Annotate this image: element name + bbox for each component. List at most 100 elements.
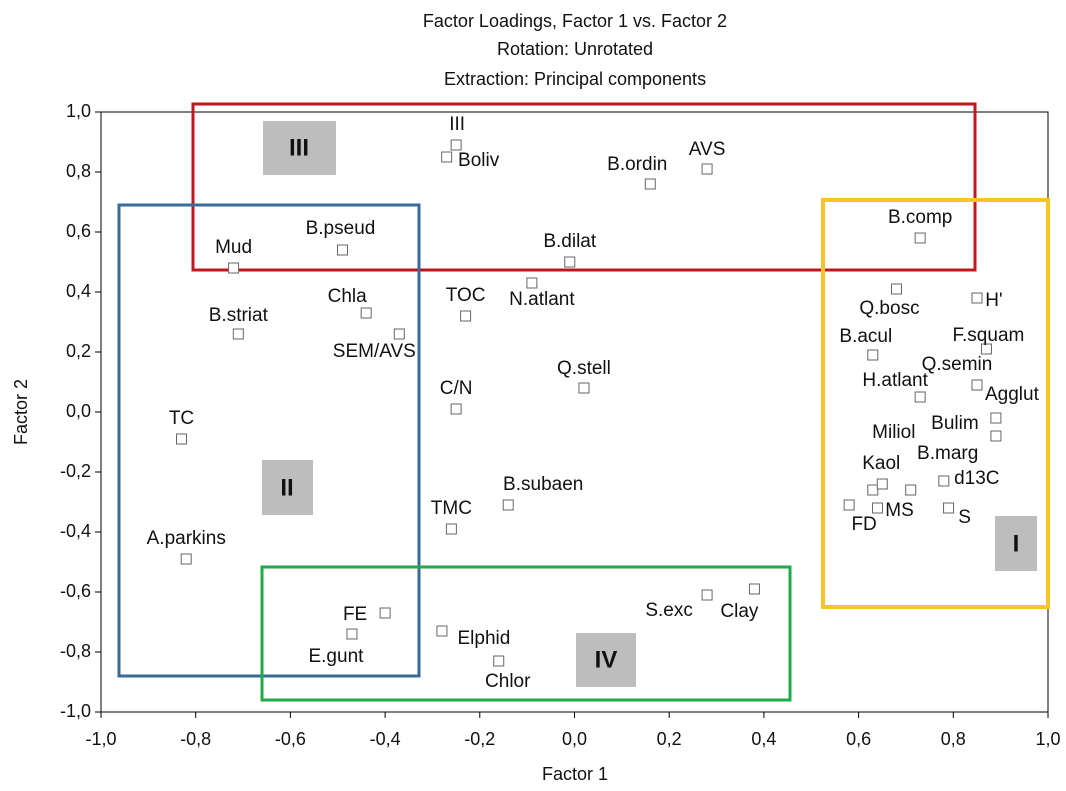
point [701,163,713,175]
point [493,655,505,667]
point-label: C/N [440,378,473,399]
point-label: E.gunt [308,646,364,667]
point-label: N.atlant [509,289,575,310]
group-label: IV [595,646,618,673]
point [876,478,888,490]
y-tick-label: -1,0 [60,701,91,721]
y-tick-label: 0,6 [66,221,91,241]
point [971,379,983,391]
point [436,625,448,637]
point [980,343,992,355]
point [360,307,372,319]
point-label: B.comp [888,207,952,228]
x-tick-label: 0,2 [657,729,682,749]
point-label: Q.stell [557,358,611,379]
point [578,382,590,394]
point-label: B.acul [839,326,892,347]
y-tick-label: -0,8 [60,641,91,661]
x-tick-label: 0,6 [846,729,871,749]
point [867,349,879,361]
point-label: Q.semin [922,354,993,375]
y-tick-label: 0,0 [66,401,91,421]
point [393,328,405,340]
point-label: Boliv [458,150,500,171]
group-tag [576,633,636,687]
y-tick-label: -0,6 [60,581,91,601]
group-box [117,203,421,678]
point-label: TC [169,408,194,429]
point-label: Elphid [458,628,511,649]
point-label: B.striat [209,305,269,326]
point-label: Miliol [872,422,915,443]
y-tick-label: 0,8 [66,161,91,181]
point-label: Clay [720,601,759,622]
y-tick-label: -0,2 [60,461,91,481]
point-label: MS [885,500,914,521]
point [971,292,983,304]
point [460,310,472,322]
chart-subtitle: Rotation: Unrotated [497,39,653,59]
point [843,499,855,511]
point [890,283,902,295]
point [379,607,391,619]
point-label: TOC [446,285,486,306]
point-label: B.dilat [543,231,597,252]
group-label: II [280,474,293,501]
y-tick-label: -0,4 [60,521,91,541]
group-box [191,102,977,272]
point-label: TMC [431,498,472,519]
point-label: Mud [215,237,252,258]
point [441,151,453,163]
point [564,256,576,268]
point [445,523,457,535]
chart-title: Factor Loadings, Factor 1 vs. Factor 2 [423,11,727,31]
point [346,628,358,640]
point [943,502,955,514]
x-axis-label: Factor 1 [542,764,608,784]
chart-subtitle: Extraction: Principal components [444,69,706,89]
point-label: SEM/AVS [333,341,416,362]
point-label: F.squam [953,325,1025,346]
point [180,553,192,565]
point [526,277,538,289]
group-box [821,198,1050,609]
y-axis-label: Factor 2 [11,379,31,445]
point [232,328,244,340]
point-label: B.ordin [607,154,667,175]
point-label: FE [343,604,367,625]
group-tag [995,516,1037,571]
point-label: Chlor [485,671,531,692]
x-tick-label: 0,8 [941,729,966,749]
point-label: FD [851,514,876,535]
point [228,262,240,274]
point [175,433,187,445]
x-tick-label: -0,8 [180,729,211,749]
point [938,475,950,487]
x-tick-label: -0,6 [275,729,306,749]
point-label: Kaol [862,453,900,474]
point-label: H.atlant [862,370,928,391]
point [502,499,514,511]
point-label: A.parkins [147,528,226,549]
y-tick-label: 0,2 [66,341,91,361]
point-label: B.pseud [306,218,376,239]
point [644,178,656,190]
point [867,484,879,496]
group-label: III [289,134,309,161]
y-tick-label: 0,4 [66,281,91,301]
point [336,244,348,256]
point-label: S.exc [645,600,693,621]
x-tick-label: -1,0 [85,729,116,749]
point [905,484,917,496]
point-label: H' [985,290,1002,311]
point-label: III [449,114,465,135]
point [701,589,713,601]
x-tick-label: 0,0 [562,729,587,749]
point [748,583,760,595]
y-tick-label: 1,0 [66,101,91,121]
point-label: Q.bosc [859,298,919,319]
x-tick-label: 1,0 [1035,729,1060,749]
point [914,391,926,403]
group-tag [262,460,313,515]
x-tick-label: 0,4 [751,729,776,749]
